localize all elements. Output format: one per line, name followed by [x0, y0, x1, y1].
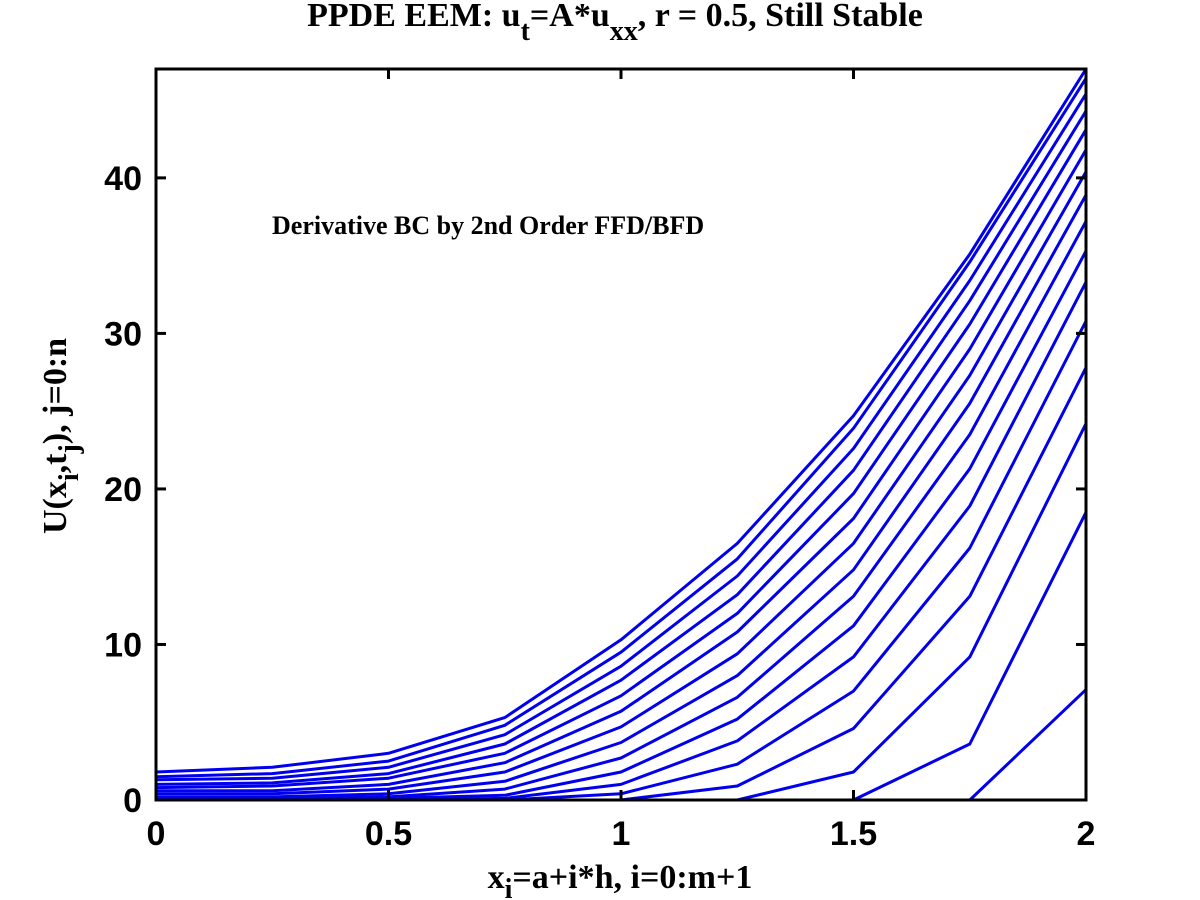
series-line-13 — [155, 93, 1088, 782]
x-tick-label-0: 0 — [147, 815, 166, 853]
chart-annotation: Derivative BC by 2nd Order FFD/BFD — [272, 211, 704, 240]
series-line-12 — [155, 110, 1088, 786]
x-tick-label-2: 1 — [612, 815, 631, 853]
series-line-3 — [156, 366, 1088, 802]
y-axis-label: U(xi,tj), j=0:n — [37, 338, 85, 534]
y-tick-label-4: 40 — [104, 160, 142, 198]
y-tick-label-3: 30 — [104, 315, 142, 353]
y-tick-label-1: 10 — [104, 626, 142, 664]
series-line-11 — [155, 128, 1088, 790]
series-line-7 — [156, 220, 1088, 800]
y-tick-label-0: 0 — [123, 782, 142, 820]
series-line-10 — [156, 149, 1088, 793]
series-group — [155, 68, 1088, 802]
y-tick-label-2: 20 — [104, 471, 142, 509]
x-tick-label-3: 1.5 — [830, 815, 877, 853]
series-line-15 — [155, 68, 1088, 774]
x-tick-label-1: 0.5 — [365, 815, 412, 853]
series-line-9 — [156, 170, 1088, 796]
series-line-8 — [156, 194, 1088, 799]
x-axis-label: xi=a+i*h, i=0:m+1 — [488, 859, 753, 900]
series-line-14 — [155, 77, 1088, 779]
x-tick-label-4: 2 — [1077, 815, 1096, 853]
chart-title: PPDE EEM: ut=A*uxx, r = 0.5, Still Stabl… — [307, 0, 923, 47]
